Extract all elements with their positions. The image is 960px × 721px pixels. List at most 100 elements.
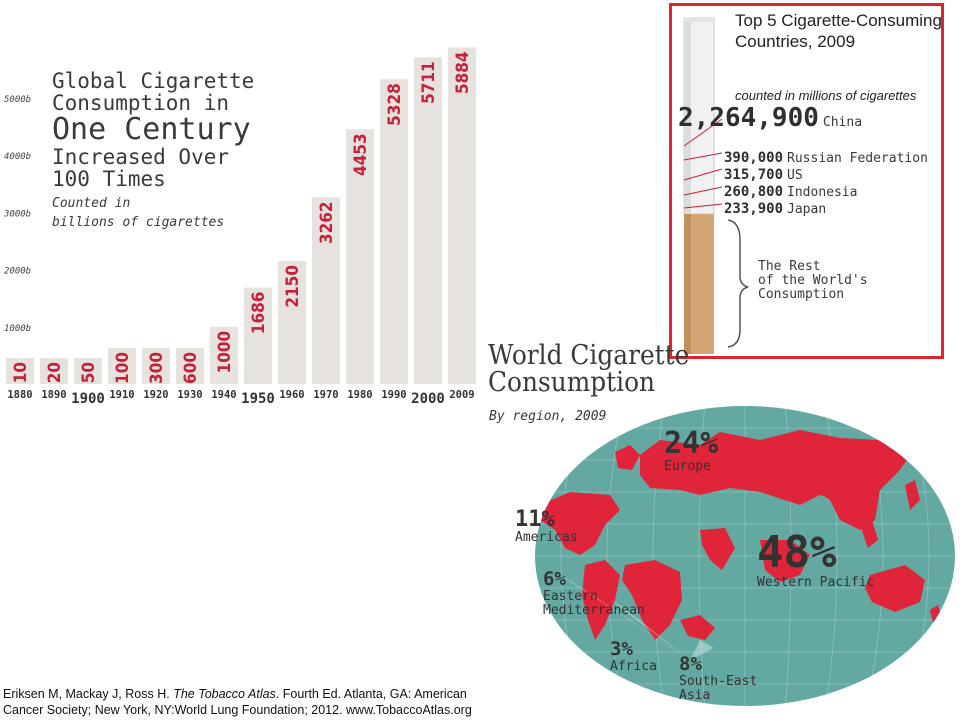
country-divider [683,168,723,181]
bar-value-label: 100 [113,352,133,384]
rest-line3: Consumption [758,287,845,303]
japan-landmass [905,480,920,510]
cigarette-tip [684,18,714,22]
citation-line2: Cancer Society; New York, NY:World Lung … [3,703,472,717]
region-name: Western Pacific [757,575,875,591]
x-tick-label: 1920 [143,389,168,401]
bar-title-line1: Global Cigarette [52,69,255,93]
region-name: Europe [664,458,711,474]
bar-value-label: 600 [181,352,201,384]
australia-landmass [865,565,925,612]
bar-value-label: 10 [11,362,31,383]
bar [312,197,340,384]
top5-panel [669,3,944,359]
bar-subtitle-line2: billions of cigarettes [52,215,225,231]
bar-value-label: 5884 [453,51,473,94]
rest-line1: The Rest [758,259,821,274]
top5-row: 390,000 Russian Federation [724,147,928,166]
citation-line1-post: . Fourth Ed. Atlanta, GA: American [275,687,467,701]
y-tick-label: 3000b [3,209,31,219]
bar [380,79,408,384]
map-globe [535,406,955,706]
region-label: 48% Western Pacific [757,529,875,591]
top5-row: 260,800 Indonesia [724,181,857,200]
region-percent: 3% [610,638,633,660]
bar-title-line3: One Century [52,112,251,148]
callout-ray [640,630,690,660]
greenland-landmass [615,445,640,470]
x-tick-label: 2000 [411,391,445,407]
region-percent: 6% [543,568,566,590]
bar [40,358,68,384]
x-tick-label: 1890 [41,389,66,401]
bar [210,326,238,384]
rest-line2: of the World's [758,273,868,289]
bar [108,348,136,384]
bar-value-label: 4453 [351,133,371,176]
region-label: 24% Europe [664,428,718,473]
bar [74,358,102,384]
region-label: 8% South-East Asia [679,653,757,702]
x-tick-label: 1960 [279,389,304,401]
bar-title-line4: Increased Over [52,144,230,169]
bar-subtitle: Counted in billions of cigarettes [52,194,254,233]
bar [176,348,204,384]
bar [244,287,272,384]
country-divider [683,152,723,161]
region-percent: 11% [515,507,555,532]
bar-value-label: 50 [79,362,99,383]
map-title: World Cigarette Consumption [488,342,707,396]
region-percent: 24% [664,426,719,461]
top5-value: 390,000 [724,150,784,166]
map-title-line2: Consumption [488,367,656,398]
south-east-asia-landmass [760,540,810,582]
bar [6,358,34,384]
bar-value-label: 3262 [317,201,337,244]
bar [142,348,170,384]
x-tick-label: 2009 [449,389,474,401]
country-divider [683,186,723,196]
citation-line1-pre: Eriksen M, Mackay J, Ross H. [3,687,174,701]
india-landmass [700,528,735,570]
bar [346,129,374,384]
bar-value-label: 20 [45,362,65,383]
bar-value-label: 5328 [385,83,405,126]
bar-subtitle-line1: Counted in [52,195,131,211]
x-tick-label: 1910 [109,389,134,401]
x-tick-label: 1950 [241,391,275,407]
top5-title: Top 5 Cigarette-Consuming Countries, 200… [735,11,942,51]
rest-bracket [727,219,749,348]
x-tick-label: 1940 [211,389,236,401]
x-tick-label: 1900 [71,391,105,407]
callout-ray [610,600,690,660]
region-percent: 8% [679,653,702,675]
country-divider [683,118,723,147]
region-label: 6% Eastern Mediterranean [543,568,645,618]
y-tick-label: 5000b [4,95,31,105]
x-tick-label: 1970 [313,389,338,401]
bar [278,261,306,384]
bar-value-label: 1000 [215,331,235,374]
top5-country: US [787,168,803,183]
map-subtitle: By region, 2009 [489,409,607,424]
cigarette-shade [684,18,691,214]
bar-value-label: 300 [147,352,167,384]
top5-country: Russian Federation [787,151,928,166]
east-asia-landmass [810,440,900,530]
cigarette-filter-shade [684,214,691,354]
region-name: Eastern Mediterranean [543,588,645,618]
bar-value-label: 2150 [283,265,303,308]
y-tick-label: 4000b [4,152,31,162]
bar-title-line5: 100 Times [52,166,166,191]
x-tick-label: 1990 [381,389,406,401]
callout-ray [560,575,690,660]
map-title-line1: World Cigarette [488,340,690,371]
region-label: 11% Americas [515,508,578,545]
philippines-landmass [860,520,878,548]
citation-book-title: The Tobacco Atlas [173,687,276,701]
africa-landmass [622,560,682,640]
top5-subtitle: counted in millions of cigarettes [735,88,917,103]
top5-country: Japan [787,202,827,217]
